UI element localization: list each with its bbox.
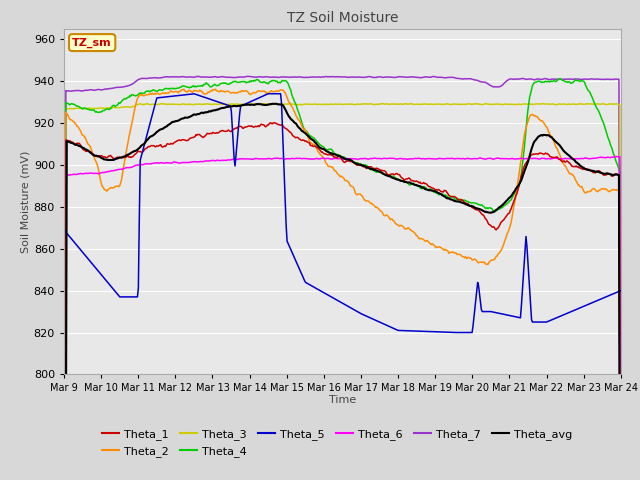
Theta_5 [265, 91, 273, 96]
Theta_7 [433, 74, 440, 80]
Theta_avg [389, 175, 397, 181]
Theta_5 [617, 288, 625, 293]
Theta_5 [433, 329, 440, 335]
Theta_avg [480, 208, 488, 214]
Theta_6 [388, 156, 396, 161]
Theta_2 [480, 259, 488, 265]
Theta_5 [159, 95, 166, 100]
Theta_6 [612, 154, 620, 159]
Line: Theta_2: Theta_2 [64, 89, 621, 480]
Y-axis label: Soil Moisture (mV): Soil Moisture (mV) [21, 150, 31, 253]
Theta_5 [204, 96, 211, 101]
Theta_5 [481, 309, 489, 314]
Theta_4 [312, 137, 320, 143]
Theta_4 [204, 81, 211, 87]
Line: Theta_4: Theta_4 [64, 79, 621, 480]
Line: Theta_5: Theta_5 [64, 94, 621, 333]
Theta_5 [60, 227, 68, 233]
Theta_3 [378, 101, 386, 107]
Theta_7 [159, 74, 166, 80]
Theta_7 [313, 74, 321, 80]
Text: TZ_sm: TZ_sm [72, 37, 112, 48]
Theta_2 [313, 146, 321, 152]
Theta_6 [159, 160, 166, 166]
Theta_avg [159, 126, 166, 132]
Theta_2 [159, 90, 166, 96]
X-axis label: Time: Time [329, 395, 356, 405]
Theta_4 [388, 174, 396, 180]
Theta_5 [389, 325, 397, 331]
Theta_3 [159, 101, 166, 107]
Theta_1 [433, 187, 440, 192]
Theta_5 [451, 330, 458, 336]
Theta_1 [313, 144, 321, 150]
Line: Theta_3: Theta_3 [64, 104, 621, 480]
Theta_3 [480, 101, 488, 107]
Theta_5 [313, 286, 321, 292]
Theta_1 [159, 144, 166, 150]
Title: TZ Soil Moisture: TZ Soil Moisture [287, 11, 398, 25]
Theta_1 [204, 131, 211, 136]
Theta_4 [159, 87, 166, 93]
Theta_avg [271, 101, 279, 107]
Line: Theta_7: Theta_7 [64, 76, 621, 480]
Theta_4 [557, 76, 564, 82]
Theta_1 [389, 171, 397, 177]
Theta_6 [479, 156, 487, 162]
Theta_2 [212, 86, 220, 92]
Line: Theta_avg: Theta_avg [64, 104, 621, 480]
Theta_3 [312, 101, 320, 107]
Theta_avg [433, 189, 440, 195]
Theta_1 [480, 213, 488, 219]
Theta_2 [389, 218, 397, 224]
Theta_2 [204, 91, 211, 96]
Theta_avg [204, 109, 211, 115]
Theta_avg [313, 142, 321, 147]
Legend: Theta_1, Theta_2, Theta_3, Theta_4, Theta_5, Theta_6, Theta_7, Theta_avg: Theta_1, Theta_2, Theta_3, Theta_4, Thet… [97, 425, 577, 461]
Theta_6 [312, 156, 320, 161]
Theta_7 [204, 74, 211, 80]
Theta_4 [432, 190, 440, 196]
Theta_3 [204, 101, 211, 107]
Theta_3 [389, 101, 397, 107]
Theta_6 [204, 158, 211, 164]
Theta_3 [433, 101, 440, 107]
Theta_7 [480, 79, 488, 85]
Theta_7 [243, 73, 251, 79]
Line: Theta_1: Theta_1 [64, 123, 621, 480]
Theta_2 [433, 244, 440, 250]
Theta_4 [479, 204, 487, 209]
Theta_6 [432, 156, 440, 162]
Theta_7 [389, 74, 397, 80]
Line: Theta_6: Theta_6 [64, 156, 621, 480]
Theta_1 [270, 120, 278, 126]
